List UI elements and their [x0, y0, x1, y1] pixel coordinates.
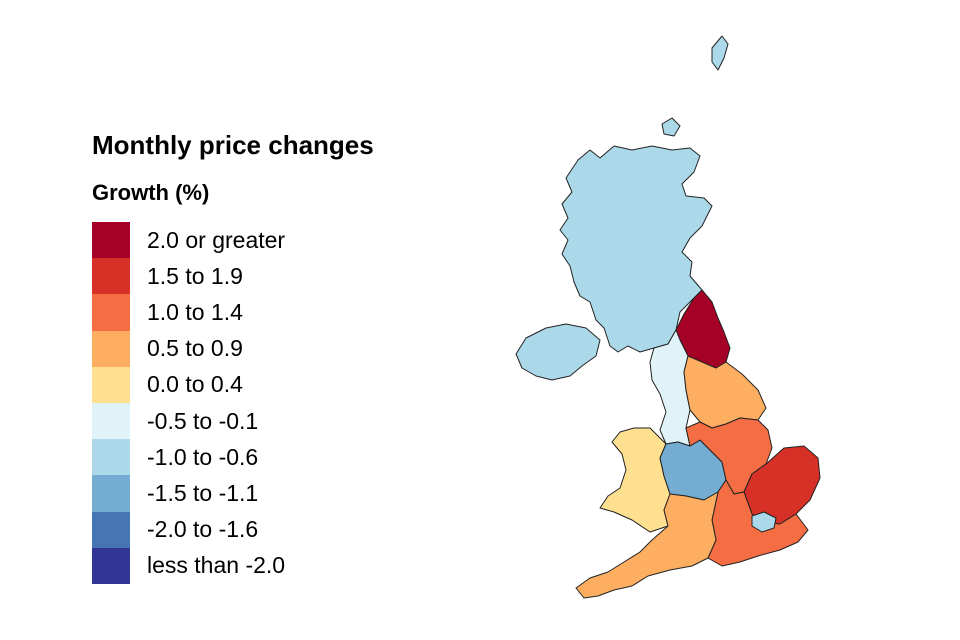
legend-swatch [92, 475, 130, 512]
legend-item: -0.5 to -0.1 [92, 402, 285, 440]
map-title: Monthly price changes [92, 130, 374, 160]
legend-swatch [92, 547, 130, 584]
legend-item: 0.0 to 0.4 [92, 366, 285, 403]
region-scotland-shetland [711, 35, 729, 71]
legend-swatch [92, 366, 130, 403]
region-yorkshire-humber [683, 355, 767, 429]
region-south-west [575, 491, 719, 599]
legend-item: -1.5 to -1.1 [92, 475, 285, 512]
legend-swatch [92, 222, 130, 259]
legend-swatch [92, 258, 130, 295]
legend-swatch [92, 402, 130, 440]
region-wales [599, 427, 671, 533]
legend-item: 0.5 to 0.9 [92, 330, 285, 367]
legend-item: 2.0 or greater [92, 222, 286, 259]
region-london [751, 511, 777, 533]
legend-label: 1.5 to 1.9 [147, 262, 243, 289]
legend-item: -2.0 to -1.6 [92, 511, 285, 548]
legend-item: 1.0 to 1.4 [92, 294, 285, 331]
legend-label: -1.5 to -1.1 [147, 479, 259, 506]
legend-label: 0.5 to 0.9 [147, 335, 243, 362]
uk-region-map [515, 35, 821, 599]
legend-item: less than -2.0 [92, 547, 286, 584]
legend-subtitle: Growth (%) [92, 180, 210, 205]
legend-label: -0.5 to -0.1 [147, 407, 259, 434]
region-northern-ireland [515, 323, 601, 381]
region-north-west [649, 329, 691, 447]
region-scotland [559, 145, 713, 353]
legend-swatch [92, 511, 130, 548]
legend-label: less than -2.0 [147, 552, 286, 579]
legend-label: -1.0 to -0.6 [147, 443, 259, 470]
legend-label: 2.0 or greater [147, 226, 286, 253]
legend-item: 1.5 to 1.9 [92, 258, 285, 295]
region-scotland-orkney [661, 117, 681, 137]
legend-label: 0.0 to 0.4 [147, 371, 243, 398]
legend: 2.0 or greater 1.5 to 1.9 1.0 to 1.4 0.5… [92, 222, 285, 584]
legend-swatch [92, 330, 130, 367]
legend-item: -1.0 to -0.6 [92, 439, 285, 476]
legend-swatch [92, 439, 130, 476]
legend-label: 1.0 to 1.4 [147, 298, 243, 325]
legend-label: -2.0 to -1.6 [147, 516, 259, 543]
legend-swatch [92, 294, 130, 331]
